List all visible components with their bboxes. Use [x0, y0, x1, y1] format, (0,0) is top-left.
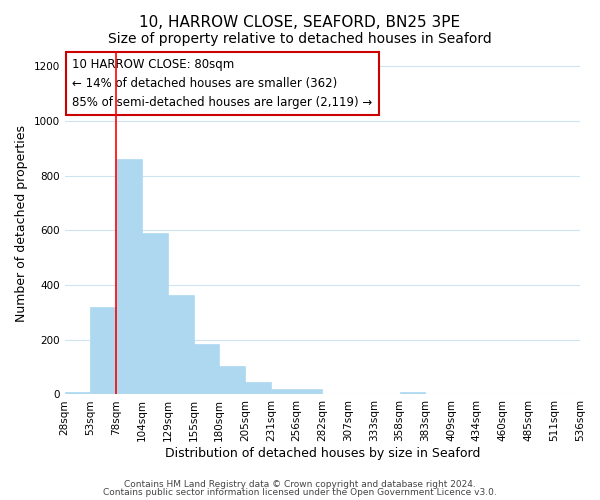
Bar: [193, 344, 219, 395]
Bar: [219, 366, 245, 394]
Bar: [91, 307, 116, 394]
Text: Contains public sector information licensed under the Open Government Licence v3: Contains public sector information licen…: [103, 488, 497, 497]
Y-axis label: Number of detached properties: Number of detached properties: [15, 125, 28, 322]
X-axis label: Distribution of detached houses by size in Seaford: Distribution of detached houses by size …: [164, 447, 480, 460]
Text: Contains HM Land Registry data © Crown copyright and database right 2024.: Contains HM Land Registry data © Crown c…: [124, 480, 476, 489]
Text: Size of property relative to detached houses in Seaford: Size of property relative to detached ho…: [108, 32, 492, 46]
Bar: [65, 392, 91, 394]
Bar: [168, 294, 193, 394]
Bar: [271, 389, 296, 394]
Text: 10 HARROW CLOSE: 80sqm
← 14% of detached houses are smaller (362)
85% of semi-de: 10 HARROW CLOSE: 80sqm ← 14% of detached…: [73, 58, 373, 108]
Bar: [116, 159, 142, 394]
Bar: [296, 389, 322, 394]
Bar: [245, 382, 271, 394]
Bar: [142, 233, 168, 394]
Bar: [400, 392, 425, 394]
Text: 10, HARROW CLOSE, SEAFORD, BN25 3PE: 10, HARROW CLOSE, SEAFORD, BN25 3PE: [139, 15, 461, 30]
